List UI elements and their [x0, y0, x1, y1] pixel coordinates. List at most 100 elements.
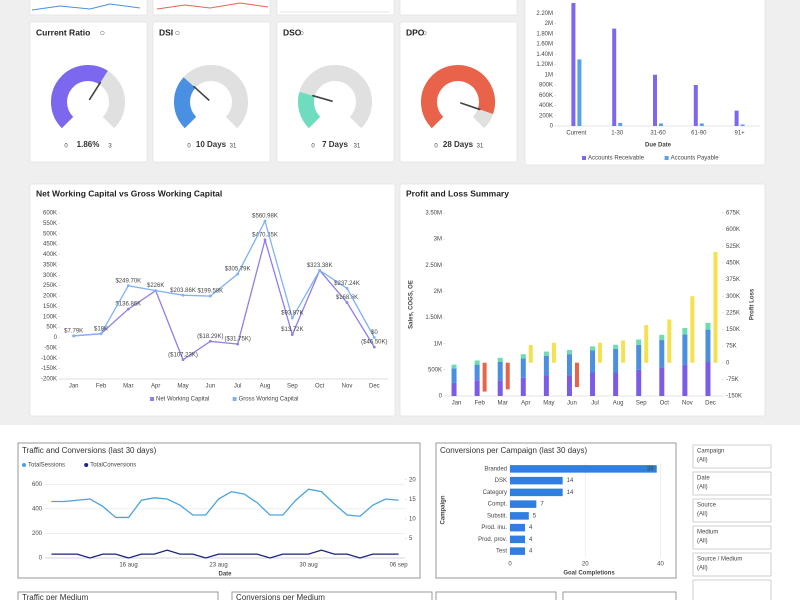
point [263, 219, 267, 223]
y-tick-label: -50K [44, 345, 57, 351]
profit-bar [528, 344, 533, 363]
profit-bar [482, 362, 487, 392]
info-icon [422, 30, 427, 36]
x-tick-label: 30 aug [299, 563, 317, 569]
point [72, 334, 76, 338]
legend-marker [84, 463, 89, 467]
gauge-needle [460, 102, 481, 111]
data-label: $7.79K [64, 328, 83, 334]
y2-axis-title: Profit Loss [750, 288, 756, 320]
data-label: ($107.23K) [168, 352, 198, 358]
filter-control [692, 498, 772, 523]
stack-segment [705, 362, 711, 396]
y-tick-label: 500K [43, 231, 57, 237]
bar [740, 124, 745, 126]
filter-value: (All) [697, 485, 708, 491]
data-label: $168.6K [336, 295, 358, 301]
y2-tick-label: 600K [726, 227, 740, 233]
point [154, 289, 158, 293]
stack-segment [451, 368, 457, 383]
gauge-max: 31 [230, 144, 237, 150]
point [372, 345, 376, 349]
data-label: 5 [533, 513, 537, 519]
bar [510, 547, 526, 555]
profit-bar [505, 362, 510, 390]
y2-tick-label: 300K [726, 294, 740, 300]
filter-label: Campaign [697, 449, 724, 455]
stack-segment [682, 364, 688, 396]
data-label: $203.86K [170, 288, 196, 294]
stack-segment [659, 367, 665, 396]
bar [734, 110, 739, 126]
series-line [51, 549, 399, 559]
y-tick-label: -200K [41, 377, 57, 383]
info-icon [100, 30, 105, 36]
card [152, 21, 271, 163]
chart-title: Traffic and Conversions (last 30 days) [22, 446, 157, 455]
data-label: 14 [567, 478, 574, 484]
x-tick-label: Aug [613, 401, 624, 407]
y-tick-label: Compt. [488, 502, 508, 508]
y-tick-label: 0 [550, 124, 554, 130]
y-tick-label: 600 [32, 482, 43, 488]
profit-bar [574, 362, 579, 388]
gauge-needle [193, 85, 210, 101]
stack-segment [613, 344, 619, 349]
legend-label: Net Working Capital [156, 397, 209, 403]
bar [653, 74, 657, 126]
card [399, 21, 518, 163]
y-tick-label: 550K [43, 221, 57, 227]
filter-value: (All) [697, 539, 708, 545]
gauge-min: 0 [311, 144, 315, 150]
series-line [51, 488, 399, 519]
info-icon [299, 30, 304, 36]
y2-tick-label: 75K [726, 344, 737, 350]
x-tick-label: Jan [69, 384, 79, 390]
data-label: $560.98K [252, 214, 278, 220]
legend-label: Accounts Receivable [588, 156, 645, 162]
y-axis-title: Campaign [441, 495, 447, 524]
partial-line [156, 2, 269, 10]
y-tick-label: 150K [43, 304, 57, 310]
legend-marker [582, 156, 586, 160]
point [236, 342, 240, 346]
x-tick-label: Dec [369, 384, 380, 390]
y-tick-label: 0 [439, 394, 443, 400]
data-label: $93.87K [281, 311, 303, 317]
bar [659, 123, 663, 126]
data-label: $237.24K [334, 281, 360, 287]
bar [510, 512, 529, 520]
profit-bar [621, 340, 626, 363]
y-tick-label: 2M [434, 289, 442, 295]
gauge-value [421, 65, 495, 129]
point [126, 307, 130, 311]
chart-title: DSO [283, 27, 302, 37]
card [29, 183, 396, 417]
stack-segment [520, 358, 526, 378]
gauge-value [298, 91, 321, 129]
y-tick-label: 800K [539, 83, 553, 89]
point [208, 294, 212, 298]
data-label: $226K [147, 283, 164, 289]
legend-marker [232, 397, 237, 401]
bar [510, 535, 526, 544]
stack-segment [682, 328, 688, 335]
gauge-value-label: 28 Days [443, 140, 474, 149]
y-tick-label: 1.40M [536, 52, 553, 58]
x-tick-label: 16 aug [119, 563, 137, 569]
x-axis-title: Due Date [645, 143, 672, 149]
stack-segment [520, 377, 526, 396]
y2-tick-label: 15 [409, 497, 416, 503]
profit-bar [667, 319, 672, 363]
y2-tick-label: 150K [726, 327, 740, 333]
y2-tick-label: 225K [726, 310, 740, 316]
stack-segment [497, 357, 503, 363]
y-tick-label: 3M [434, 237, 442, 243]
x-tick-label: Jul [234, 384, 242, 390]
gauge-max: 31 [477, 144, 484, 150]
stack-segment [659, 334, 665, 341]
x-tick-label: Aug [260, 384, 271, 390]
y-tick-label: 1.50M [425, 315, 442, 321]
x-tick-label: 91+ [735, 131, 746, 137]
